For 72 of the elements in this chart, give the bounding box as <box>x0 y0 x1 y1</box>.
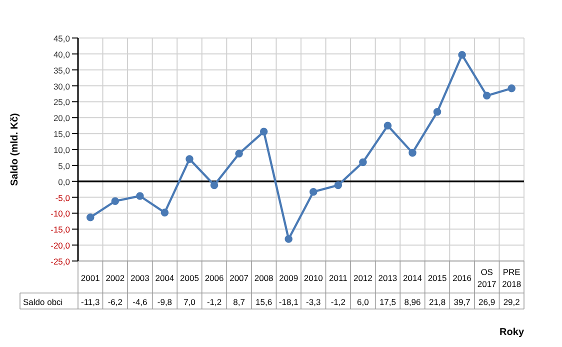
y-tick-label: -10,0 <box>50 208 70 219</box>
x-tick-label: 2014 <box>403 273 422 283</box>
data-label: -4,6 <box>132 297 148 307</box>
x-tick-label: 2008 <box>254 273 274 283</box>
data-label: -1,2 <box>330 297 346 307</box>
x-tick-label: PRE 2018 <box>502 267 522 289</box>
x-tick-label: 2013 <box>378 273 398 283</box>
y-tick-label: -5,0 <box>55 192 70 203</box>
x-tick-label: OS 2017 <box>477 267 497 289</box>
x-tick-label: 2012 <box>353 273 373 283</box>
y-tick-label: 40,0 <box>53 49 70 60</box>
y-tick-label: 20,0 <box>53 113 70 124</box>
data-label: 17,5 <box>379 297 396 307</box>
point <box>309 188 318 196</box>
data-label: 15,6 <box>256 297 272 307</box>
x-tick-label: 2005 <box>180 273 200 283</box>
y-tick-label: -25,0 <box>50 256 70 266</box>
y-tick-label: 5,0 <box>58 160 70 171</box>
y-tick-label: 15,0 <box>53 129 70 140</box>
data-label: 6,0 <box>357 297 370 307</box>
y-tick-label: 35,0 <box>53 65 70 76</box>
data-label: 21,8 <box>429 297 446 307</box>
text: Saldo obci <box>23 297 63 307</box>
x-tick-label: 2002 <box>106 273 125 283</box>
point <box>458 50 466 59</box>
point <box>136 192 144 200</box>
point <box>111 197 120 206</box>
y-tick-label: -15,0 <box>50 224 70 235</box>
y-tick-label: 45,0 <box>53 34 70 44</box>
data-label: 7,0 <box>184 297 196 307</box>
data-label: 8,96 <box>404 297 422 307</box>
x-tick-label: 2004 <box>155 273 174 283</box>
y-tick-label: 0,0 <box>58 176 70 187</box>
y-axis-title: Saldo (mld. Kč) <box>10 113 21 186</box>
point <box>260 128 268 136</box>
point <box>186 155 194 163</box>
point <box>86 213 94 222</box>
point <box>433 108 442 116</box>
x-tick-label: 2009 <box>279 273 298 283</box>
data-label: -9,8 <box>157 297 172 307</box>
point <box>359 158 367 166</box>
point <box>160 208 169 216</box>
x-tick-label: 2006 <box>204 273 224 283</box>
point <box>384 122 392 130</box>
point <box>284 235 293 243</box>
point <box>482 92 491 100</box>
data-label: -6,2 <box>108 297 123 307</box>
x-tick-label: 2010 <box>304 273 324 283</box>
x-tick-label: 2016 <box>452 273 472 283</box>
x-tick-label: 2011 <box>329 273 348 283</box>
point <box>508 84 516 92</box>
point <box>235 150 243 158</box>
x-tick-label: 2003 <box>130 273 150 283</box>
data-label: -18,1 <box>278 297 299 307</box>
data-label: -11,3 <box>81 297 100 307</box>
x-axis-title: Roky <box>500 327 524 338</box>
data-label: -1,2 <box>206 297 222 307</box>
x-tick-label: 2015 <box>428 273 447 283</box>
data-label: -3,3 <box>306 297 321 307</box>
data-label: 39,7 <box>454 297 471 307</box>
point <box>210 181 218 190</box>
point <box>334 181 342 190</box>
data-label: 29,2 <box>503 297 520 307</box>
x-tick-label: 2001 <box>80 273 100 283</box>
data-label: 8,7 <box>233 297 246 307</box>
y-tick-label: 25,0 <box>53 97 70 108</box>
point <box>408 148 416 157</box>
x-tick-label: 2007 <box>230 273 249 283</box>
y-tick-label: 30,0 <box>53 81 70 92</box>
data-label: 26,9 <box>478 297 496 307</box>
y-tick-label: 10,0 <box>53 145 70 155</box>
y-tick-label: -20,0 <box>50 240 70 251</box>
